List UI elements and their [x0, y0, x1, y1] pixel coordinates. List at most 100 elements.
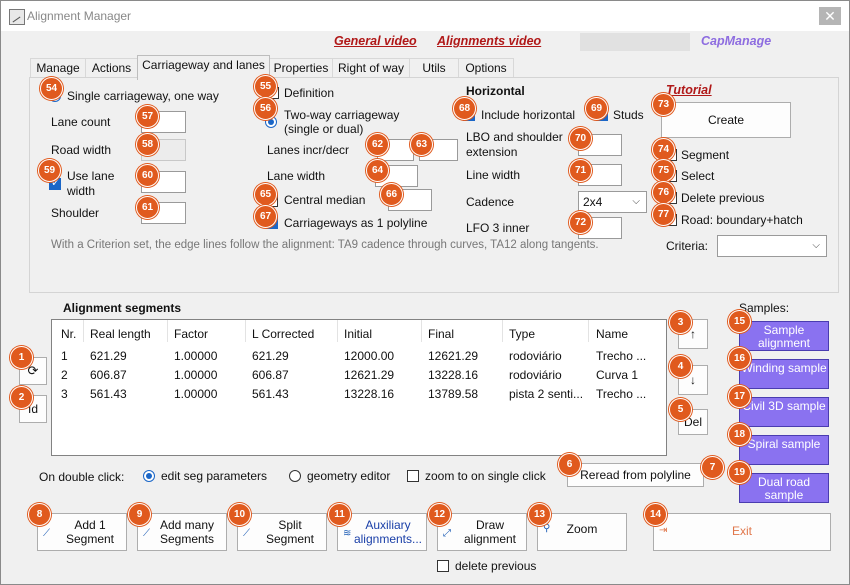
capmanage-link[interactable]: CapManage	[701, 34, 772, 48]
cell: 3	[61, 387, 68, 401]
draw-alignment-label: Draw alignment	[463, 518, 517, 546]
winding-sample-button[interactable]: Winding sample	[739, 359, 829, 389]
tutorial-link[interactable]: Tutorial	[666, 83, 712, 97]
alignment-segments-heading: Alignment segments	[63, 301, 182, 315]
cell: 561.43	[90, 387, 127, 401]
auxiliary-alignments-label: Auxiliary alignments...	[353, 518, 423, 546]
cell: 1.00000	[174, 349, 218, 363]
annotation-badge: 14	[644, 503, 667, 526]
tab-right-of-way[interactable]: Right of way	[332, 58, 410, 79]
column-header[interactable]: L Corrected	[252, 327, 315, 341]
criteria-label: Criteria:	[666, 239, 709, 253]
annotation-badge: 67	[254, 205, 277, 228]
annotation-badge: 59	[38, 159, 61, 182]
annotation-badge: 68	[453, 97, 476, 120]
exit-label: Exit	[731, 524, 752, 538]
annotation-badge: 5	[669, 398, 692, 421]
cell: rodoviário	[509, 368, 562, 382]
annotation-badge: 8	[28, 503, 51, 526]
annotation-badge: 63	[410, 133, 433, 156]
cell: rodoviário	[509, 349, 562, 363]
civil3d-sample-button[interactable]: Civil 3D sample	[739, 397, 829, 427]
chevron-down-icon: ⌵	[632, 196, 640, 207]
delete-previous-bottom-checkbox[interactable]	[437, 560, 449, 572]
polyline-icon: ⟋	[143, 528, 150, 539]
chevron-down-icon: ⌵	[812, 240, 820, 251]
annotation-badge: 18	[728, 423, 751, 446]
annotation-badge: 73	[652, 93, 675, 116]
split-segment-button[interactable]: ⟋ Split Segment	[237, 513, 327, 551]
cell: 12621.29	[428, 349, 479, 363]
lane-count-label: Lane count	[51, 115, 111, 129]
zoom-single-click-checkbox[interactable]	[407, 470, 419, 482]
cell: 606.87	[90, 368, 127, 382]
general-video-link[interactable]: General video	[334, 34, 417, 48]
add-many-segments-button[interactable]: ⟋ Add many Segments	[137, 513, 227, 551]
annotation-badge: 15	[728, 310, 751, 333]
annotation-badge: 77	[652, 203, 675, 226]
segments-table[interactable]: Nr. Real length Factor L Corrected Initi…	[51, 319, 667, 456]
annotation-badge: 57	[136, 105, 159, 128]
annotation-badge: 58	[136, 133, 159, 156]
column-header[interactable]: Type	[509, 327, 536, 341]
add-one-segment-button[interactable]: ⟋ Add 1 Segment	[37, 513, 127, 551]
carriageways-polyline-label: Carriageways as 1 polyline	[284, 216, 428, 230]
draw-alignment-button[interactable]: ⤢ Draw alignment	[437, 513, 527, 551]
dual-road-sample-button[interactable]: Dual road sample	[739, 473, 829, 503]
cadence-select[interactable]: 2x4 ⌵	[578, 191, 647, 213]
auxiliary-alignments-button[interactable]: ≋ Auxiliary alignments...	[337, 513, 427, 551]
lfo-label: LFO 3 inner	[466, 221, 530, 235]
column-header[interactable]: Name	[596, 327, 629, 341]
move-up-button[interactable]: ↑	[678, 319, 708, 349]
cell: 12000.00	[344, 349, 395, 363]
criteria-select[interactable]: ⌵	[717, 235, 827, 257]
cell: 12621.29	[344, 368, 395, 382]
tab-carriageway-and-lanes[interactable]: Carriageway and lanes	[137, 55, 270, 80]
include-horizontal-label: Include horizontal	[481, 108, 576, 122]
zoom-label: Zoom	[566, 522, 598, 536]
alignments-video-link[interactable]: Alignments video	[437, 34, 542, 48]
add-many-segments-label: Add many Segments	[159, 518, 215, 546]
two-way-label: Two-way carriageway (single or dual)	[284, 108, 400, 136]
draw-icon: ⤢	[443, 528, 451, 539]
tab-properties[interactable]: Properties	[269, 58, 333, 79]
edit-seg-radio[interactable]	[143, 470, 155, 482]
annotation-badge: 76	[652, 181, 675, 204]
tab-manage[interactable]: Manage	[30, 58, 86, 79]
column-divider	[421, 320, 422, 342]
geometry-editor-radio[interactable]	[289, 470, 301, 482]
annotation-badge: 66	[380, 183, 403, 206]
annotation-badge: 61	[136, 196, 159, 219]
reread-polyline-button[interactable]: Reread from polyline	[567, 463, 704, 487]
cell: 621.29	[90, 349, 127, 363]
annotation-badge: 11	[328, 503, 351, 526]
spiral-sample-button[interactable]: Spiral sample	[739, 435, 829, 465]
column-header[interactable]: Initial	[344, 327, 373, 341]
column-header[interactable]: Factor	[174, 327, 209, 341]
criteria-hint: With a Criterion set, the edge lines fol…	[51, 239, 599, 251]
close-button[interactable]: ✕	[819, 7, 841, 25]
create-button[interactable]: Create	[661, 102, 791, 138]
cadence-value: 2x4	[583, 195, 603, 209]
sample-alignment-button[interactable]: Sample alignment	[739, 321, 829, 351]
column-header[interactable]: Final	[428, 327, 455, 341]
exit-button[interactable]: ⇥ Exit	[653, 513, 831, 551]
column-header[interactable]: Nr.	[61, 327, 77, 341]
cell: Curva 1	[596, 368, 639, 382]
column-divider	[83, 320, 84, 342]
use-lane-width-label: Use lane width	[67, 169, 115, 198]
lanes-incr-label: Lanes incr/decr	[267, 143, 350, 157]
arrow-up-icon: ↑	[690, 327, 696, 341]
annotation-badge: 1	[10, 346, 33, 369]
shoulder-label: Shoulder	[51, 206, 100, 220]
double-click-label: On double click:	[39, 470, 125, 484]
tab-options[interactable]: Options	[458, 58, 514, 79]
lbo-label: LBO and shoulder extension	[466, 130, 563, 159]
column-header[interactable]: Real length	[90, 327, 151, 341]
arrow-down-icon: ↓	[690, 373, 696, 387]
split-icon: ⟋	[243, 528, 250, 539]
tab-actions[interactable]: Actions	[85, 58, 138, 79]
zoom-button[interactable]: ⚲ Zoom	[537, 513, 627, 551]
annotation-badge: 65	[254, 183, 277, 206]
tab-utils[interactable]: Utils	[409, 58, 459, 79]
